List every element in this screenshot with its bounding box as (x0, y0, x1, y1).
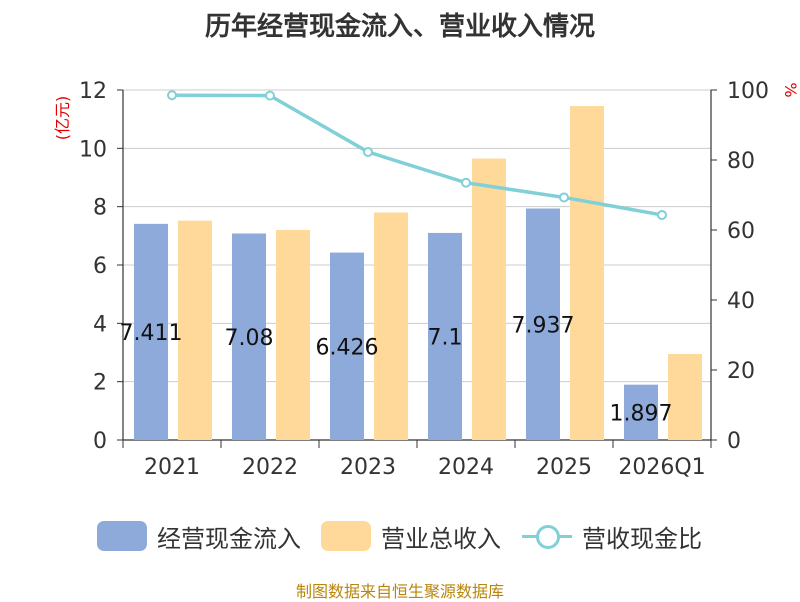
legend-item-cash-inflow[interactable]: 经营现金流入 (97, 516, 301, 556)
y-right-tick-label: 0 (727, 429, 741, 454)
x-tick-label: 2024 (438, 455, 494, 480)
legend-item-ratio[interactable]: 营收现金比 (522, 516, 702, 556)
y-left-tick-label: 2 (93, 371, 107, 396)
y-left-tick-label: 0 (93, 429, 107, 454)
point-ratio (559, 192, 569, 203)
bar-revenue (570, 106, 604, 441)
point-ratio (657, 209, 667, 220)
y-right-tick-label: 100 (727, 79, 769, 104)
data-label-cash-inflow: 7.08 (225, 326, 274, 351)
bar-revenue (668, 353, 702, 440)
y-right-tick-label: 60 (727, 219, 755, 244)
bar-cash-inflow (526, 208, 560, 440)
x-tick-label: 2026Q1 (618, 455, 705, 480)
bar-cash-inflow (428, 232, 462, 440)
x-tick-label: 2022 (242, 455, 298, 480)
data-label-cash-inflow: 6.426 (316, 335, 379, 360)
data-label-cash-inflow: 7.1 (428, 325, 463, 350)
data-label-cash-inflow: 7.411 (120, 321, 183, 346)
y-left-tick-label: 6 (93, 254, 107, 279)
legend-label-revenue: 营业总收入 (381, 524, 501, 553)
y-right-tick-label: 40 (727, 289, 755, 314)
point-ratio (265, 90, 275, 101)
y-left-tick-label: 8 (93, 196, 107, 221)
y-left-axis-label: (亿元) (53, 96, 72, 141)
bar-cash-inflow (134, 223, 168, 440)
bar-revenue (276, 230, 310, 440)
bar-revenue (178, 220, 212, 440)
y-left-tick-label: 12 (79, 79, 107, 104)
legend-swatch-revenue (321, 521, 371, 551)
point-ratio (167, 90, 177, 101)
legend-swatch-ratio (522, 521, 572, 551)
data-label-cash-inflow: 1.897 (610, 401, 673, 426)
bar-revenue (374, 212, 408, 440)
y-right-tick-label: 20 (727, 359, 755, 384)
data-label-cash-inflow: 7.937 (512, 313, 575, 338)
legend-label-cash-inflow: 经营现金流入 (157, 524, 301, 553)
legend-label-ratio: 营收现金比 (582, 524, 702, 553)
bar-cash-inflow (232, 233, 266, 440)
chart-title: 历年经营现金流入、营业收入情况 (204, 12, 595, 42)
point-ratio (461, 177, 471, 188)
y-right-tick-label: 80 (727, 149, 755, 174)
x-tick-label: 2025 (536, 455, 592, 480)
legend-item-revenue[interactable]: 营业总收入 (321, 516, 501, 556)
bar-cash-inflow (330, 252, 364, 440)
line-ratio (171, 93, 663, 217)
bar-cash-inflow (624, 384, 658, 440)
point-ratio (363, 146, 373, 157)
x-tick-label: 2021 (144, 455, 200, 480)
y-right-axis-label: % (781, 82, 800, 97)
legend-swatch-cash-inflow (97, 521, 147, 551)
y-left-tick-label: 10 (79, 137, 107, 162)
x-tick-label: 2023 (340, 455, 396, 480)
bar-revenue (472, 158, 506, 440)
legend: 经营现金流入 营业总收入 营收现金比 (0, 516, 800, 556)
data-source-note: 制图数据来自恒生聚源数据库 (295, 582, 504, 601)
y-left-tick-label: 4 (93, 312, 107, 337)
